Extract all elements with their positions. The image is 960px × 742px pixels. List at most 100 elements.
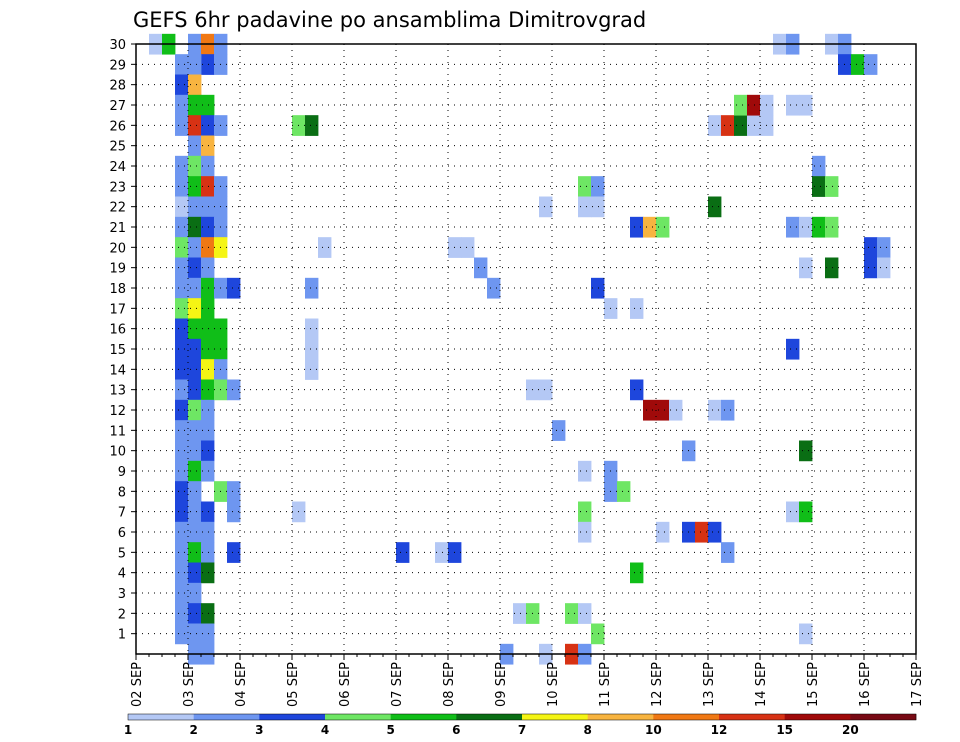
heatmap-cell — [175, 359, 189, 380]
colorbar-segment — [390, 714, 457, 720]
heatmap-cell — [591, 623, 605, 645]
y-tick-label: 13 — [109, 384, 126, 399]
heatmap-cell — [188, 460, 202, 482]
heatmap-cell — [630, 379, 644, 401]
heatmap-cell — [201, 155, 215, 177]
heatmap-cell — [669, 399, 683, 421]
heatmap-cell — [188, 379, 202, 401]
heatmap-cell — [201, 440, 215, 462]
heatmap-cell — [175, 155, 189, 177]
x-tick-label: 06 SEP — [338, 662, 353, 707]
y-tick-label: 23 — [109, 180, 126, 195]
y-tick-label: 22 — [109, 201, 126, 216]
y-tick-label: 11 — [109, 424, 126, 439]
colorbar-segment — [522, 714, 588, 720]
heatmap-cell — [812, 155, 826, 177]
x-tick-label: 08 SEP — [442, 662, 457, 707]
heatmap-cell — [708, 115, 722, 136]
heatmap-cell — [175, 379, 189, 401]
x-tick-label: 03 SEP — [182, 662, 197, 707]
heatmap-cell — [227, 277, 241, 299]
heatmap-cell — [175, 582, 189, 604]
x-tick-label: 14 SEP — [754, 662, 769, 707]
heatmap-cell — [825, 176, 839, 197]
heatmap-cell — [188, 582, 202, 604]
colorbar-segment — [325, 714, 391, 720]
heatmap-cell — [578, 521, 592, 543]
heatmap-cell — [643, 399, 657, 421]
heatmap-cell — [188, 399, 202, 421]
y-tick-label: 3 — [118, 587, 126, 602]
heatmap-cell — [175, 440, 189, 462]
heatmap-cell — [461, 237, 475, 258]
heatmap-cells — [149, 33, 891, 665]
heatmap-cell — [188, 521, 202, 543]
heatmap-cell — [617, 481, 631, 502]
colorbar-label: 10 — [645, 723, 662, 737]
colorbar-segment — [193, 714, 260, 720]
heatmap-cell — [188, 542, 202, 563]
y-tick-label: 6 — [118, 526, 126, 541]
heatmap-cell — [188, 237, 202, 258]
y-tick-label: 14 — [109, 363, 126, 378]
heatmap-cell — [851, 54, 865, 75]
heatmap-cell — [175, 94, 189, 116]
heatmap-cell — [175, 460, 189, 482]
heatmap-cell — [201, 420, 215, 441]
heatmap-cell — [565, 603, 579, 624]
y-tick-label: 29 — [109, 58, 126, 73]
y-tick-label: 8 — [118, 485, 126, 500]
heatmap-cell — [591, 277, 605, 299]
heatmap-cell — [175, 542, 189, 563]
heatmap-cell — [201, 521, 215, 543]
heatmap-cell — [578, 176, 592, 197]
y-tick-label: 27 — [109, 99, 126, 114]
heatmap-cell — [435, 542, 449, 563]
heatmap-cell — [188, 277, 202, 299]
x-tick-label: 11 SEP — [598, 662, 613, 707]
heatmap-cell — [721, 115, 735, 136]
colorbar-segment — [128, 714, 194, 720]
heatmap-cell — [201, 176, 215, 197]
heatmap-cell — [825, 257, 839, 279]
heatmap-cell — [175, 176, 189, 197]
y-tick-label: 1 — [118, 628, 126, 643]
x-tick-label: 04 SEP — [234, 662, 249, 707]
heatmap-cell — [864, 237, 878, 258]
colorbar-label: 4 — [321, 723, 329, 737]
heatmap-cell — [201, 603, 215, 624]
heatmap-cell — [201, 196, 215, 218]
grid-lines — [136, 44, 916, 654]
heatmap-cell — [188, 338, 202, 360]
x-tick-label: 09 SEP — [494, 662, 509, 707]
heatmap-cell — [188, 562, 202, 584]
heatmap-cell — [747, 115, 761, 136]
heatmap-cell — [188, 74, 202, 96]
heatmap-cell — [188, 54, 202, 75]
heatmap-cell — [786, 338, 800, 360]
heatmap-cell — [864, 257, 878, 279]
y-tick-label: 21 — [109, 221, 126, 236]
x-tick-label: 05 SEP — [286, 662, 301, 707]
y-tick-label: 15 — [109, 343, 126, 358]
colorbar-label: 1 — [124, 723, 132, 737]
colorbar-label: 8 — [583, 723, 591, 737]
colorbar-label: 6 — [452, 723, 460, 737]
heatmap-cell — [656, 216, 670, 238]
heatmap-cell — [188, 196, 202, 218]
heatmap-cell — [630, 216, 644, 238]
y-tick-label: 7 — [118, 506, 126, 521]
heatmap-cell — [734, 115, 748, 136]
colorbar-segment — [784, 714, 851, 720]
heatmap-cell — [799, 94, 813, 116]
heatmap-cell — [799, 501, 813, 523]
y-tick-label: 5 — [118, 546, 126, 561]
y-tick-label: 16 — [109, 323, 126, 338]
heatmap-cell — [175, 196, 189, 218]
heatmap-cell — [201, 318, 215, 340]
x-tick-label: 17 SEP — [910, 662, 925, 707]
heatmap-cell — [188, 481, 202, 502]
y-tick-label: 19 — [109, 262, 126, 277]
colorbar-label: 2 — [189, 723, 197, 737]
heatmap-cell — [734, 94, 748, 116]
